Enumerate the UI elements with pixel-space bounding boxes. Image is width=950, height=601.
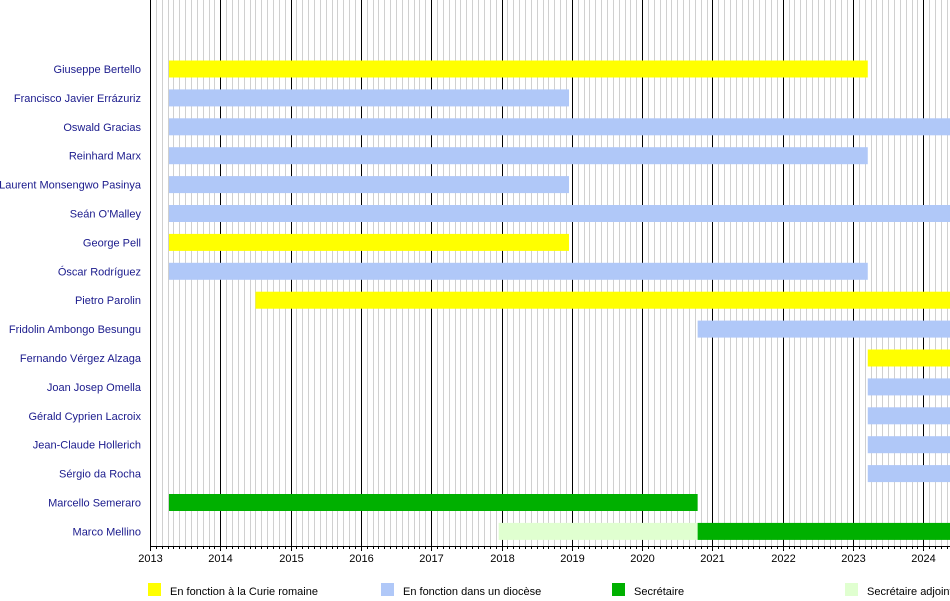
bar-diocese	[168, 118, 950, 136]
legend-label: En fonction dans un diocèse	[403, 586, 541, 598]
row-label: Pietro Parolin	[75, 295, 141, 307]
bar-diocese	[168, 176, 569, 194]
bar-diocese	[168, 147, 868, 165]
tick-label-2015: 2015	[279, 553, 303, 565]
row-label: Laurent Monsengwo Pasinya	[0, 180, 142, 192]
x-axis: 2013 2014 2015 2016 2017 2018 2019 2020 2021 2022…	[138, 546, 950, 565]
tick-label-2016: 2016	[349, 553, 373, 565]
tick-label-2018: 2018	[490, 553, 514, 565]
row-label: Giuseppe Bertello	[54, 64, 141, 76]
bar-diocese	[867, 436, 950, 454]
legend-label: Secrétaire adjoint	[867, 586, 950, 598]
bar-curie	[168, 233, 569, 251]
row-label: Francisco Javier Errázuriz	[14, 93, 141, 105]
row-label: George Pell	[83, 237, 141, 249]
row-label: Fernando Vérgez Alzaga	[20, 353, 142, 365]
tick-label-2023: 2023	[841, 553, 865, 565]
bar-curie	[867, 349, 950, 367]
row-label: Sérgio da Rocha	[59, 469, 142, 481]
tick-label-2014: 2014	[208, 553, 232, 565]
row-label: Seán O'Malley	[70, 209, 142, 221]
row-label: Óscar Rodríguez	[58, 265, 141, 278]
tick-label-2013: 2013	[138, 553, 162, 565]
row-label: Joan Josep Omella	[47, 382, 142, 394]
bar-diocese	[867, 465, 950, 483]
tick-label-2022: 2022	[771, 553, 795, 565]
tick-label-2021: 2021	[700, 553, 724, 565]
bar-secretaire-adjoint	[498, 522, 698, 540]
bar-curie	[255, 291, 950, 309]
bar-curie	[168, 60, 868, 78]
bar-diocese	[867, 378, 950, 396]
bars	[168, 60, 950, 540]
row-label: Marco Mellino	[73, 526, 141, 538]
legend: En fonction à la Curie romaine En fonctio…	[148, 583, 950, 598]
row-label: Gérald Cyprien Lacroix	[29, 411, 142, 423]
bar-secretaire	[697, 522, 950, 540]
tick-label-2020: 2020	[630, 553, 654, 565]
row-labels: Giuseppe Bertello Francisco Javier Errázu…	[0, 64, 142, 538]
row-label: Reinhard Marx	[69, 151, 142, 163]
bar-diocese	[867, 407, 950, 425]
bar-diocese	[168, 89, 569, 107]
legend-swatch-secretaire-adjoint	[845, 583, 858, 596]
bar-diocese	[168, 262, 868, 280]
row-label: Marcello Semeraro	[48, 498, 141, 510]
tick-label-2017: 2017	[419, 553, 443, 565]
bar-diocese	[697, 320, 950, 338]
legend-label: Secrétaire	[634, 586, 684, 598]
legend-swatch-secretaire	[612, 583, 625, 596]
legend-swatch-diocese	[381, 583, 394, 596]
legend-swatch-curie	[148, 583, 161, 596]
row-label: Fridolin Ambongo Besungu	[9, 324, 141, 336]
row-label: Oswald Gracias	[63, 122, 141, 134]
tick-label-2024: 2024	[911, 553, 935, 565]
bar-secretaire	[168, 494, 698, 511]
bar-diocese	[168, 205, 950, 222]
tick-label-2019: 2019	[560, 553, 584, 565]
legend-label: En fonction à la Curie romaine	[170, 586, 318, 598]
row-label: Jean-Claude Hollerich	[33, 440, 141, 452]
